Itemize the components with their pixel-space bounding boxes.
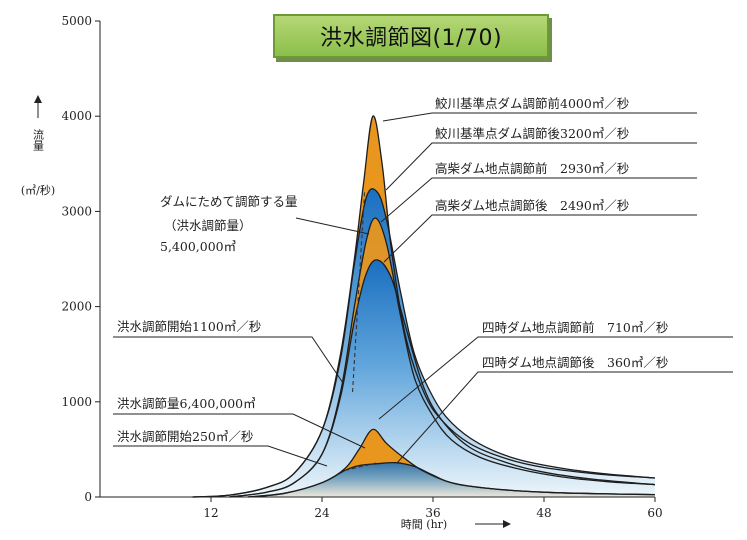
annotation-takashiba-after: 高柴ダム地点調節後 2490㎥／秒 — [435, 198, 629, 213]
x-axis-label: 時間 (hr) — [401, 518, 447, 531]
shitoki-control-dash — [344, 462, 378, 471]
annotation-stored-amount-title: ダムにためて調節する量 — [160, 194, 298, 209]
series-line-shitoki-after — [247, 461, 656, 498]
leader-shitoki-after — [396, 371, 733, 464]
y-tick-label: 4000 — [61, 109, 92, 123]
annotation-shitoki-before: 四時ダム地点調節前 710㎥／秒 — [482, 320, 668, 335]
series-line-takashiba-after — [229, 259, 656, 498]
leader-takashiba-before — [380, 177, 697, 223]
series-area-takashiba-after — [229, 259, 655, 497]
series-area-shitoki-after — [248, 462, 655, 497]
annotation-samegawa-before: 鮫川基準点ダム調節前4000㎥／秒 — [435, 96, 629, 111]
annotation-control-start-1100: 洪水調節開始1100㎥／秒 — [117, 319, 261, 334]
leader-control-amount — [113, 413, 366, 449]
leader-samegawa-after — [385, 142, 697, 191]
annotation-shitoki-after: 四時ダム地点調節後 360㎥／秒 — [482, 355, 668, 370]
leader-control-start-1100 — [113, 336, 344, 384]
annotation-takashiba-before: 高柴ダム地点調節前 2930㎥／秒 — [435, 161, 629, 176]
leader-stored-amount — [295, 217, 370, 235]
annotation-control-start-250: 洪水調節開始250㎥／秒 — [117, 429, 253, 444]
y-tick-label: 1000 — [61, 395, 92, 409]
x-tick-label: 48 — [536, 506, 551, 520]
y-axis-arrowhead — [34, 95, 42, 103]
x-tick-label: 12 — [203, 506, 218, 520]
y-tick-label: 0 — [84, 490, 92, 504]
x-tick-label: 60 — [647, 506, 662, 520]
chart-title: 洪水調節図(1/70) — [319, 26, 503, 51]
y-tick-label: 2000 — [61, 300, 92, 314]
leader-samegawa-before — [382, 112, 697, 122]
x-tick-label: 36 — [425, 506, 440, 520]
leader-takashiba-after — [383, 214, 697, 263]
dam-control-start-dash — [351, 192, 366, 393]
annotation-stored-amount-value: 5,400,000㎥ — [160, 239, 236, 254]
annotation-stored-amount-sub: （洪水調節量） — [164, 218, 252, 233]
leader-control-start-250 — [113, 445, 328, 467]
chart-title-box: 洪水調節図(1/70) — [273, 14, 549, 58]
y-axis-label: 流量 — [32, 128, 45, 151]
annotation-control-amount-6400000: 洪水調節量6,400,000㎥ — [117, 396, 256, 411]
annotation-samegawa-after: 鮫川基準点ダム調節後3200㎥／秒 — [435, 126, 629, 141]
leader-shitoki-before — [378, 336, 733, 420]
y-tick-label: 5000 — [61, 14, 92, 28]
y-axis-unit: (㎥/秒) — [21, 183, 55, 197]
x-tick-label: 24 — [314, 506, 330, 520]
x-axis-arrowhead — [503, 520, 511, 528]
y-tick-label: 3000 — [61, 204, 92, 218]
